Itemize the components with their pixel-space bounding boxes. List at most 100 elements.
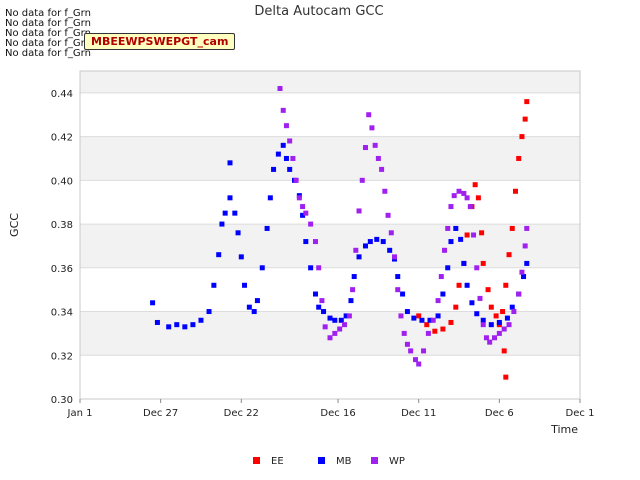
data-points <box>150 85 530 380</box>
grid-band <box>80 224 580 268</box>
x-axis-ticks: Jan 1 Dec 27 Dec 22 Dec 16 Dec 11 Dec 6 Dec 1 <box>67 399 595 419</box>
point-mb <box>474 311 480 317</box>
x-tick-label: Jan 1 <box>67 408 93 419</box>
x-tick-label: Dec 11 <box>401 408 436 419</box>
point-mb <box>435 313 441 319</box>
grid-bands <box>80 71 580 356</box>
point-wp <box>350 287 356 293</box>
point-wp <box>322 324 328 330</box>
point-ee <box>501 348 507 354</box>
point-ee <box>524 99 530 105</box>
x-tick-label: Dec 22 <box>224 408 259 419</box>
point-mb <box>445 265 451 271</box>
point-mb <box>400 291 406 297</box>
point-ee <box>506 252 512 258</box>
point-mb <box>216 252 222 258</box>
point-ee <box>472 182 478 188</box>
point-wp <box>379 166 385 172</box>
point-wp <box>308 221 314 227</box>
point-mb <box>343 313 349 319</box>
point-ee <box>522 116 528 122</box>
point-wp <box>511 309 517 315</box>
point-mb <box>362 243 368 249</box>
point-wp <box>464 195 470 201</box>
point-mb <box>154 319 160 325</box>
no-data-message: No data for f_Grn <box>5 28 91 39</box>
point-mb <box>316 304 322 310</box>
point-mb <box>469 300 475 306</box>
point-mb <box>524 260 530 266</box>
point-mb <box>227 195 233 201</box>
point-wp <box>480 322 486 328</box>
point-mb <box>380 239 386 245</box>
y-axis-label: GCC <box>8 213 21 237</box>
point-wp <box>316 265 322 271</box>
point-mb <box>367 239 373 245</box>
point-mb <box>496 319 502 325</box>
point-mb <box>509 304 515 310</box>
point-mb <box>321 309 327 315</box>
point-mb <box>190 322 196 328</box>
no-data-message: No data for f_Grn <box>5 48 91 59</box>
point-mb <box>521 274 527 280</box>
point-mb <box>338 317 344 323</box>
point-ee <box>516 155 522 161</box>
point-wp <box>287 138 293 144</box>
point-wp <box>337 326 343 332</box>
point-mb <box>280 142 286 148</box>
point-mb <box>395 274 401 280</box>
point-ee <box>424 322 430 328</box>
x-tick-label: Dec 27 <box>143 408 178 419</box>
point-mb <box>480 317 486 323</box>
point-wp <box>395 287 401 293</box>
point-mb <box>227 160 233 166</box>
point-wp <box>332 330 338 336</box>
point-wp <box>398 313 404 319</box>
point-wp <box>300 204 306 210</box>
x-tick-label: Dec 1 <box>566 408 595 419</box>
point-wp <box>290 155 296 161</box>
point-ee <box>493 313 499 319</box>
y-tick-label: 0.40 <box>51 176 73 187</box>
point-mb <box>166 324 172 330</box>
y-tick-label: 0.32 <box>51 351 73 362</box>
point-mb <box>222 210 228 216</box>
point-wp <box>445 225 451 231</box>
point-ee <box>500 309 506 315</box>
point-wp <box>435 298 441 304</box>
point-mb <box>374 236 380 242</box>
point-ee <box>440 326 446 332</box>
point-wp <box>346 313 352 319</box>
point-wp <box>483 335 489 341</box>
point-wp <box>366 112 372 118</box>
point-mb <box>232 210 238 216</box>
no-data-message: No data for f_Grn <box>5 18 91 29</box>
point-wp <box>359 177 365 183</box>
point-ee <box>503 282 509 288</box>
point-mb <box>427 317 433 323</box>
point-wp <box>319 298 325 304</box>
point-wp <box>356 208 362 214</box>
legend-label-wp: WP <box>389 456 405 467</box>
point-mb <box>440 291 446 297</box>
point-mb <box>264 225 270 231</box>
point-wp <box>392 254 398 260</box>
y-axis-ticks: 0.30 0.32 0.34 0.36 0.38 0.40 0.42 0.44 <box>51 89 73 406</box>
legend-label-mb: MB <box>336 456 352 467</box>
point-mb <box>327 315 333 321</box>
point-wp <box>353 247 359 253</box>
point-mb <box>464 282 470 288</box>
point-ee <box>448 319 454 325</box>
point-mb <box>404 309 410 315</box>
point-wp <box>492 335 498 341</box>
point-mb <box>448 239 454 245</box>
point-ee <box>485 287 491 293</box>
grid-band <box>80 136 580 181</box>
legend-label-ee: EE <box>271 456 284 467</box>
point-mb <box>219 221 225 227</box>
point-wp <box>487 339 493 345</box>
point-mb <box>332 317 338 323</box>
legend: EE MB WP <box>253 456 405 467</box>
point-mb <box>174 322 180 328</box>
point-wp <box>425 330 431 336</box>
